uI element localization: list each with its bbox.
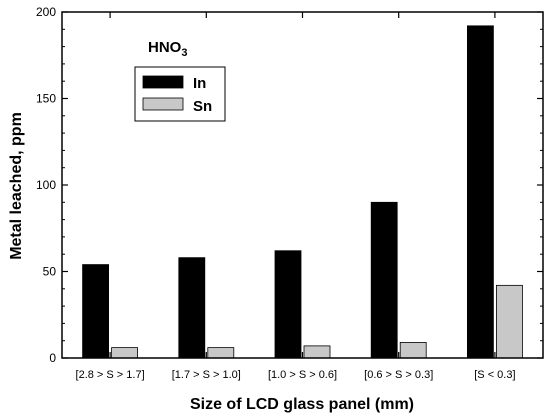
bar-in [82, 264, 109, 359]
chart-marks: 0 50 100 150 200 [2.8 > S > 1.7] [1.7 > S > 1.… [36, 5, 543, 381]
x-tick-label: [0.6 > S > 0.3] [364, 369, 433, 381]
x-tick-label: [1.0 > S > 0.6] [268, 369, 337, 381]
y-tick-label: 200 [36, 5, 56, 19]
legend: In Sn [134, 66, 226, 122]
bar-in [274, 250, 302, 359]
bar-sn [303, 345, 331, 359]
bar-sn [111, 347, 138, 359]
legend-label-sn: Sn [193, 98, 212, 115]
annotation-text: HNO [148, 39, 182, 56]
bar-in [370, 201, 398, 359]
y-tick-label: 150 [36, 92, 56, 106]
y-tick-label: 50 [43, 265, 57, 279]
legend-swatch-sn [142, 97, 184, 111]
legend-swatch-in [142, 75, 184, 89]
x-axis-title: Size of LCD glass panel (mm) [190, 396, 414, 413]
annotation-subscript: 3 [181, 47, 187, 59]
plot-frame [61, 11, 544, 359]
bar-sn [495, 284, 523, 359]
legend-label-in: In [193, 75, 206, 92]
bar-sn [207, 347, 235, 359]
bar-in [178, 257, 206, 359]
y-tick-label: 0 [49, 351, 56, 365]
x-tick-label: [2.8 > S > 1.7] [76, 369, 145, 381]
bar-in [466, 25, 494, 359]
y-axis-title: Metal leached, ppm [8, 112, 25, 260]
x-tick-label: [S < 0.3] [474, 369, 515, 381]
bar-sn [399, 342, 427, 359]
chart-annotation: HNO3 [148, 39, 187, 59]
y-tick-label: 100 [36, 178, 56, 192]
x-tick-label: [1.7 > S > 1.0] [172, 369, 241, 381]
